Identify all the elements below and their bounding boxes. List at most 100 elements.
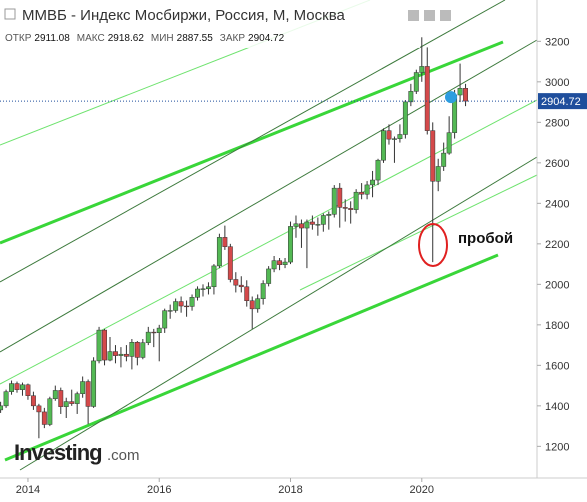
ohlc-label: ЗАКР <box>220 33 246 44</box>
candle-body <box>244 286 250 301</box>
candle-body <box>288 226 293 263</box>
candle-body <box>25 384 31 396</box>
candle-body <box>271 260 277 270</box>
candle-body <box>337 187 343 208</box>
candle-body <box>140 342 146 358</box>
x-tick-label: 2016 <box>147 484 171 496</box>
watermark: .com <box>107 447 140 464</box>
candle-body <box>178 301 184 307</box>
candle-body <box>91 360 97 407</box>
ohlc-value: 2904.72 <box>248 33 285 44</box>
candle-body <box>408 91 414 103</box>
candle-body <box>277 260 283 265</box>
chart-title: ММВБ - Индекс Мосбиржи, Россия, М, Москв… <box>22 7 346 24</box>
fullscreen-icon[interactable] <box>440 10 451 21</box>
trend-line <box>0 39 538 353</box>
candle-body <box>402 101 408 135</box>
candle-body <box>14 383 20 390</box>
last-price-tag: 2904.72 <box>541 96 581 108</box>
candle-body <box>102 329 107 361</box>
trend-lines <box>0 0 538 471</box>
candle-body <box>151 331 157 334</box>
y-tick-label: 2600 <box>545 158 569 170</box>
highlight-ellipse <box>418 223 448 267</box>
ohlc-label: МАКС <box>77 33 105 44</box>
candle-body <box>195 288 200 298</box>
header-icon <box>4 8 16 20</box>
candle-body <box>364 184 370 195</box>
candle-body <box>413 72 419 92</box>
trend-line <box>0 0 506 283</box>
candle-body <box>326 214 332 216</box>
candle-body <box>156 327 162 333</box>
candle-body <box>331 187 337 215</box>
candle-body <box>457 88 463 96</box>
candles <box>0 37 469 439</box>
candle-body <box>41 411 47 425</box>
watermark: Investing <box>14 440 102 465</box>
candle-body <box>9 383 14 392</box>
ohlc-label: ОТКР <box>5 33 32 44</box>
candle-body <box>282 261 288 265</box>
y-tick-label: 3000 <box>545 77 569 89</box>
candle-body <box>441 152 447 167</box>
candle-body <box>47 398 53 425</box>
candle-body <box>74 393 80 404</box>
ohlc-label: МИН <box>151 33 174 44</box>
trend-line <box>4 253 499 462</box>
candle-body <box>249 300 255 310</box>
header-bg <box>0 0 420 48</box>
camera-icon[interactable] <box>424 10 435 21</box>
candle-body <box>315 224 321 226</box>
y-tick-label: 1600 <box>545 360 569 372</box>
y-tick-label: 2200 <box>545 239 569 251</box>
candle-body <box>30 395 36 407</box>
annotation: пробой <box>458 230 513 247</box>
candle-body <box>36 405 42 413</box>
ohlc-header: ОТКР 2911.08 МАКС 2918.62 МИН 2887.55 ЗАКР 2904… <box>5 33 285 44</box>
candle-body <box>233 279 239 286</box>
candle-body <box>173 301 179 311</box>
candle-body <box>85 381 91 407</box>
candle-body <box>293 223 299 227</box>
candle-body <box>129 342 135 357</box>
candle-body <box>348 208 354 210</box>
candle-body <box>419 66 425 73</box>
candle-body <box>222 237 228 247</box>
candle-body <box>162 310 168 329</box>
candle-body <box>463 88 469 102</box>
candle-body <box>0 405 4 411</box>
candle-body <box>189 297 195 307</box>
candle-body <box>58 390 64 407</box>
candle-body <box>216 237 222 267</box>
candle-body <box>435 166 441 182</box>
candle-body <box>359 191 365 195</box>
candle-body <box>134 342 140 358</box>
candle-body <box>113 351 118 356</box>
candle-body <box>320 215 326 225</box>
candle-body <box>446 132 452 154</box>
candle-body <box>424 66 430 131</box>
candle-body <box>304 221 310 229</box>
candle-body <box>430 130 436 182</box>
x-tick-label: 2020 <box>410 484 434 496</box>
settings-icon[interactable] <box>408 10 419 21</box>
y-tick-label: 2800 <box>545 117 569 129</box>
trend-line <box>0 40 504 245</box>
candle-body <box>370 179 376 186</box>
candle-body <box>211 265 217 288</box>
candle-body <box>118 353 124 356</box>
candle-body <box>386 130 392 140</box>
candle-body <box>260 283 266 299</box>
candle-body <box>381 130 386 161</box>
candle-body <box>397 134 403 139</box>
candle-body <box>145 331 151 343</box>
candle-body <box>206 286 211 290</box>
y-tick-label: 1200 <box>545 441 569 453</box>
candle-body <box>353 191 359 210</box>
ohlc-value: 2887.55 <box>177 33 214 44</box>
y-tick-label: 1800 <box>545 320 569 332</box>
candle-body <box>80 381 86 394</box>
